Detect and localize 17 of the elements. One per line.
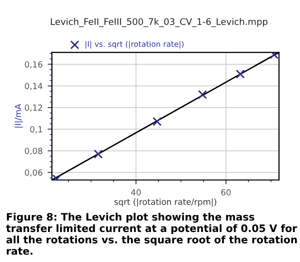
point: [270, 52, 279, 60]
y-tick-label: 0,12: [24, 104, 42, 112]
point: [236, 70, 245, 79]
y-tick-label: 0,08: [24, 148, 42, 155]
point: [94, 150, 103, 159]
y-tick-label: 0,1: [30, 126, 42, 134]
y-tick-label: 0,14: [24, 82, 42, 90]
y-axis-title: |I|/mA: [14, 104, 23, 128]
x-axis-title: sqrt (|rotation rate/rpm|): [114, 198, 216, 207]
point: [152, 117, 162, 126]
caption: Figure 8: The Levich plot showing the mass transfer limited current at a potential of 0.05 V for all the rotations vs. the square root of the rotation rate.: [6, 212, 298, 255]
x-tick-label: 40: [131, 189, 141, 196]
y-tick-label: 0,16: [24, 61, 42, 68]
x-tick-label: 60: [221, 189, 231, 196]
chart-title: Levich_FeII_FeIII_500_7k_03_CV_1-6_Levich.mpp: [50, 18, 268, 28]
point: [198, 90, 208, 100]
y-tick-label: 0,06: [24, 169, 42, 177]
